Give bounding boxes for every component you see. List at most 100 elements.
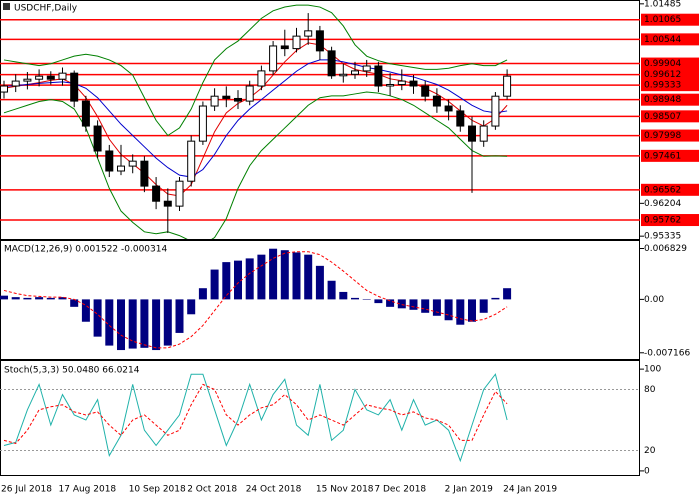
candle-body	[432, 95, 441, 107]
histogram-bar	[105, 299, 114, 346]
histogram-bar	[374, 299, 383, 304]
level-label-bg	[641, 214, 699, 227]
histogram-bar	[198, 288, 207, 300]
x-tick-label: 24 Oct 2018	[246, 485, 302, 495]
x-tick-label: 24 Jan 2019	[503, 485, 557, 495]
stoch-title: Stoch(5,3,3) 50.0480 66.0214	[4, 366, 140, 376]
candle-body	[269, 45, 278, 72]
histogram-bar	[351, 297, 359, 300]
candle-body	[0, 85, 8, 93]
histogram-bar	[257, 254, 266, 300]
level-label: 0.98507	[644, 112, 681, 122]
histogram-bar	[140, 299, 149, 348]
histogram-bar	[187, 299, 196, 315]
y-tick-label: 1.01485	[644, 0, 681, 9]
histogram-bar	[46, 297, 55, 300]
histogram-bar	[11, 297, 20, 300]
level-label-bg	[641, 183, 699, 196]
signal-line	[3, 251, 508, 349]
overlay-line	[3, 59, 508, 178]
candle-body	[374, 65, 383, 87]
y-tick-label: 0.00	[644, 295, 664, 305]
candle-body	[222, 95, 231, 99]
level-label: 1.01065	[644, 15, 681, 25]
candle-body	[409, 80, 418, 87]
candle-body	[198, 105, 207, 142]
signal-line	[3, 383, 508, 444]
candle-body	[35, 75, 44, 80]
level-label: 0.99904	[644, 59, 681, 69]
candle-body	[315, 30, 324, 52]
candle-body	[339, 73, 348, 77]
candle-body	[46, 75, 55, 80]
level-label-bg	[641, 57, 699, 70]
chart-title: USDCHF,Daily	[14, 4, 78, 14]
histogram-bar	[315, 265, 324, 300]
candle-body	[93, 125, 102, 152]
histogram-bar	[234, 260, 242, 300]
x-tick-label: 15 Nov 2018	[316, 485, 374, 495]
histogram-bar	[479, 299, 488, 313]
candle-body	[140, 160, 149, 187]
candle-body	[327, 50, 336, 77]
candle-body	[444, 105, 453, 112]
histogram-bar	[245, 258, 254, 300]
histogram-bar	[152, 299, 161, 351]
histogram-bar	[163, 299, 172, 346]
histogram-bar	[93, 299, 102, 337]
candle-body	[386, 83, 395, 87]
histogram-bar	[23, 297, 32, 300]
histogram-bar	[269, 248, 278, 300]
histogram-bar	[468, 299, 476, 322]
histogram-bar	[70, 299, 79, 307]
histogram-bar	[444, 299, 453, 321]
histogram-bar	[175, 299, 184, 333]
candle-body	[421, 85, 430, 97]
level-label-bg	[641, 129, 699, 142]
level-label: 1.00544	[644, 35, 681, 45]
level-label-bg	[641, 110, 699, 123]
histogram-bar	[35, 297, 44, 300]
candle-body	[491, 95, 500, 127]
histogram-bar	[491, 297, 500, 300]
candle-body	[105, 150, 114, 172]
plot-frame	[0, 0, 640, 476]
y-tick-label: 0.96204	[644, 199, 681, 209]
histogram-bar	[397, 299, 406, 309]
histogram-bar	[362, 299, 371, 300]
level-label: 0.99333	[644, 81, 681, 91]
level-label-bg	[641, 13, 699, 26]
candle-body	[163, 200, 172, 207]
level-label-bg	[641, 149, 699, 162]
histogram-bar	[409, 299, 418, 310]
level-label: 0.97998	[644, 131, 681, 141]
histogram-bar	[210, 269, 219, 300]
candle-body	[11, 80, 20, 87]
candle-body	[210, 95, 219, 107]
candle-body	[187, 140, 196, 182]
level-label-bg	[641, 93, 699, 106]
main-line	[3, 373, 508, 463]
histogram-bar	[280, 250, 289, 300]
x-tick-label: 2 Oct 2018	[187, 485, 237, 495]
candle-body	[23, 78, 32, 82]
histogram-bar	[339, 291, 348, 300]
macd-title: MACD(12,26,9) 0.001522 -0.000314	[4, 245, 167, 255]
x-tick-label: 2 Jan 2019	[445, 485, 493, 495]
level-label-bg	[641, 33, 699, 46]
overlay-line	[3, 91, 508, 239]
histogram-bar	[81, 299, 90, 322]
histogram-bar	[0, 295, 8, 300]
y-tick-label: 0.006829	[644, 244, 687, 254]
histogram-bar	[304, 254, 313, 300]
y-tick-label: 100	[644, 365, 661, 375]
level-label: 0.96562	[644, 185, 681, 195]
candle-body	[117, 165, 125, 172]
candle-body	[175, 180, 184, 207]
overlay-line	[3, 4, 508, 137]
candle-body	[479, 125, 488, 142]
y-tick-label: 0	[644, 466, 650, 476]
symbol-icon	[3, 3, 10, 10]
candle-body	[280, 45, 289, 50]
y-tick-label: -0.007166	[644, 348, 690, 358]
